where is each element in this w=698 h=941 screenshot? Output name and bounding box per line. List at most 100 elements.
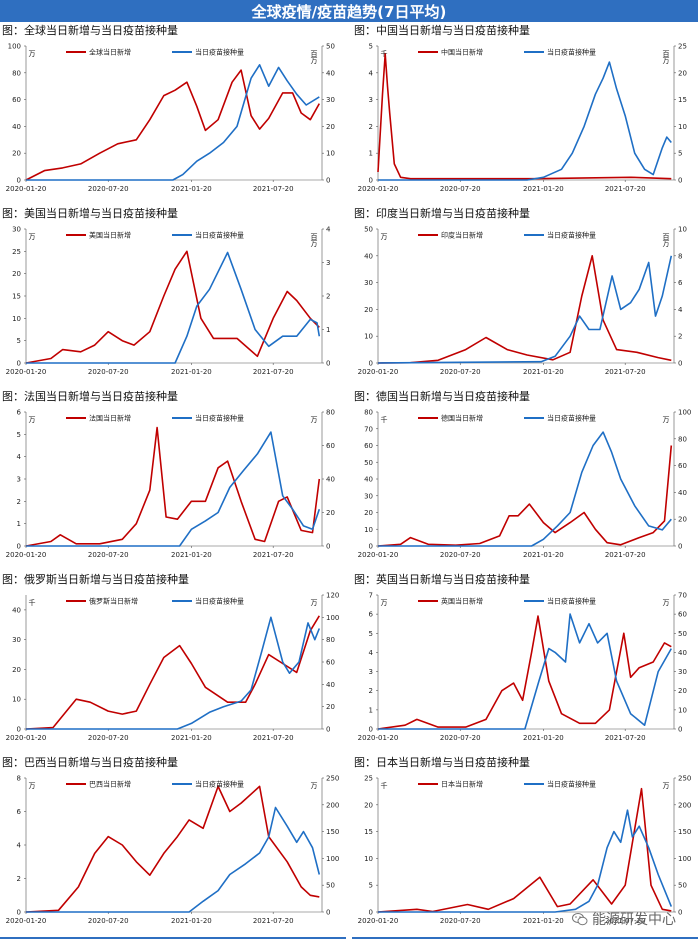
left-unit-label: 万 (380, 599, 388, 607)
left-unit-label: 万 (28, 233, 36, 241)
vaccine-series-line (378, 61, 672, 181)
x-tick-label: 2020-07-20 (88, 551, 129, 559)
x-tick-label: 2020-01-20 (358, 185, 399, 193)
x-tick-label: 2020-01-20 (6, 551, 47, 559)
right-tick-label: 4 (326, 226, 331, 234)
right-tick-label: 100 (678, 855, 691, 863)
legend-label-cases: 德国当日新增 (441, 414, 483, 423)
right-tick-label: 100 (326, 855, 339, 863)
x-tick-label: 2020-01-20 (6, 368, 47, 376)
right-tick-label: 1 (326, 326, 330, 334)
right-tick-label: 20 (678, 687, 687, 695)
left-tick-label: 70 (364, 425, 373, 433)
right-tick-label: 40 (326, 69, 335, 77)
chart-title-china: 图：中国当日新增与当日疫苗接种量 (354, 24, 530, 37)
chart-germany: 0 10 20 30 40 50 60 70 80 0 20 40 60 80 100 2020-01-20 2… (358, 409, 692, 560)
right-tick-label: 100 (678, 409, 691, 417)
legend-label-cases: 印度当日新增 (441, 231, 483, 240)
chart-panel-france: 图：法国当日新增与当日疫苗接种量 0 1 2 3 4 5 6 0 20 40 60 80 2020-01… (0, 388, 346, 573)
right-tick-label: 0 (678, 543, 682, 551)
chart-india: 0 10 20 30 40 50 0 2 4 6 8 10 2020-01-20 2020-07-20 20… (358, 226, 687, 377)
left-tick-label: 5 (369, 882, 373, 890)
left-tick-label: 50 (364, 459, 373, 467)
right-tick-label: 20 (326, 703, 335, 711)
x-tick-label: 2021-01-20 (171, 917, 212, 925)
left-tick-label: 5 (369, 43, 373, 51)
left-tick-label: 15 (364, 828, 373, 836)
right-tick-label: 0 (326, 726, 330, 734)
chart-title-germany: 图：德国当日新增与当日疫苗接种量 (354, 390, 530, 403)
right-tick-label: 40 (678, 649, 687, 657)
watermark: 能源研发中心 (572, 909, 676, 929)
right-tick-label: 6 (678, 279, 683, 287)
right-tick-label: 3 (326, 259, 330, 267)
cases-series-line (25, 785, 320, 913)
right-tick-label: 80 (326, 409, 335, 417)
x-tick-label: 2021-01-20 (523, 734, 564, 742)
chart-panel-india: 图：印度当日新增与当日疫苗接种量 0 10 20 30 40 50 0 2 4 6 8 10 2020-… (352, 205, 698, 390)
right-tick-label: 0 (326, 177, 330, 185)
legend-label-cases: 中国当日新增 (441, 48, 483, 57)
left-tick-label: 10 (364, 526, 373, 534)
left-tick-label: 1 (369, 150, 373, 158)
vaccine-series-line (26, 431, 321, 547)
left-tick-label: 10 (364, 855, 373, 863)
left-tick-label: 25 (12, 248, 21, 256)
x-tick-label: 2021-07-20 (253, 917, 294, 925)
legend-label-vaccine: 当日疫苗接种量 (547, 231, 596, 240)
left-tick-label: 20 (12, 270, 21, 278)
right-tick-label: 0 (326, 543, 330, 551)
chart-title-uk: 图：英国当日新增与当日疫苗接种量 (354, 573, 530, 586)
right-tick-label: 20 (326, 123, 335, 131)
x-tick-label: 2020-01-20 (358, 368, 399, 376)
left-tick-label: 0 (369, 909, 373, 917)
right-tick-label: 150 (678, 828, 691, 836)
right-unit-label: 万 (310, 416, 318, 424)
right-tick-label: 50 (326, 882, 335, 890)
chart-panel-china: 图：中国当日新增与当日疫苗接种量 0 1 2 3 4 5 0 5 10 15 20 25 2020-01… (352, 22, 698, 207)
left-tick-label: 10 (12, 696, 21, 704)
left-unit-label: 万 (380, 233, 388, 241)
cases-series-line (377, 787, 672, 913)
x-tick-label: 2020-01-20 (6, 917, 47, 925)
right-tick-label: 8 (678, 252, 682, 260)
vaccine-series-line (26, 251, 321, 364)
x-tick-label: 2020-07-20 (440, 185, 481, 193)
chart-title-usa: 图：美国当日新增与当日疫苗接种量 (2, 207, 178, 220)
cases-series-line (25, 615, 320, 730)
legend-label-cases: 法国当日新增 (89, 414, 131, 423)
left-tick-label: 60 (12, 96, 21, 104)
left-tick-label: 50 (364, 226, 373, 234)
left-tick-label: 20 (12, 150, 21, 158)
right-tick-label: 20 (678, 69, 687, 77)
x-tick-label: 2020-07-20 (440, 551, 481, 559)
right-tick-label: 2 (326, 293, 330, 301)
right-tick-label: 0 (678, 360, 682, 368)
chart-panel-uk: 图：英国当日新增与当日疫苗接种量 0 1 2 3 4 5 6 7 0 10 20 30 40 50 60 70… (352, 571, 698, 756)
right-tick-label: 10 (678, 123, 687, 131)
right-tick-label: 50 (678, 882, 687, 890)
left-tick-label: 2 (369, 687, 373, 695)
x-tick-label: 2021-01-20 (523, 368, 564, 376)
left-unit-label: 千 (380, 415, 388, 424)
right-unit-label: 万 (310, 782, 318, 790)
chart-title-global: 图：全球当日新增与当日疫苗接种量 (2, 24, 178, 37)
chart-title-japan: 图：日本当日新增与当日疫苗接种量 (354, 756, 530, 769)
vaccine-series-line (377, 255, 673, 364)
cases-series-line (377, 53, 672, 180)
left-tick-label: 2 (17, 875, 21, 883)
right-tick-label: 60 (326, 442, 335, 450)
right-tick-label: 10 (678, 706, 687, 714)
right-tick-label: 20 (326, 509, 335, 517)
x-tick-label: 2021-07-20 (253, 551, 294, 559)
right-tick-label: 5 (678, 150, 682, 158)
left-tick-label: 4 (17, 842, 22, 850)
chart-grid: 图：全球当日新增与当日疫苗接种量 0 20 40 60 80 100 0 10 20 30 40 50… (0, 22, 698, 941)
legend-label-vaccine: 当日疫苗接种量 (547, 414, 596, 423)
x-tick-label: 2020-01-20 (358, 734, 399, 742)
chart-title-france: 图：法国当日新增与当日疫苗接种量 (2, 390, 178, 403)
x-tick-label: 2021-07-20 (605, 917, 646, 925)
left-tick-label: 1 (369, 706, 373, 714)
